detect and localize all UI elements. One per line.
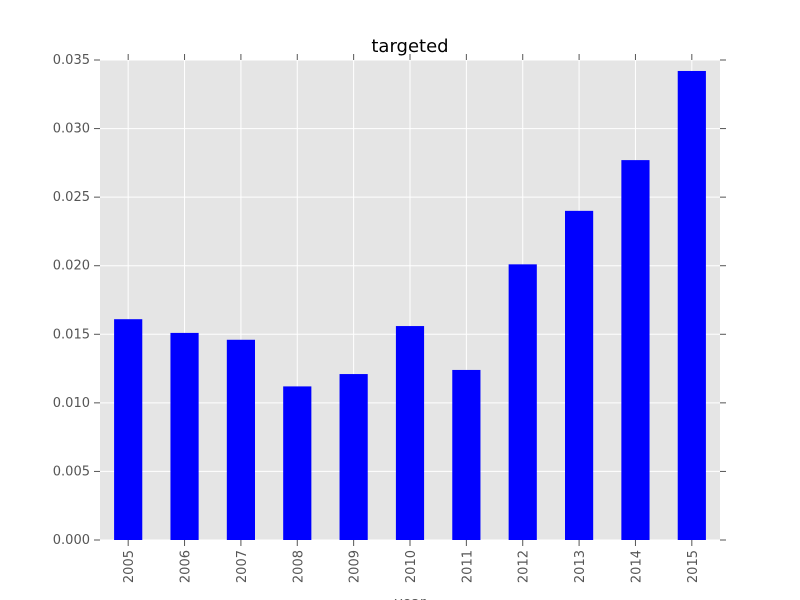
x-tick-label: 2011 [460,550,475,583]
axis-ticks [94,54,726,546]
x-tick-label: 2008 [291,550,306,583]
x-tick-label: 2007 [235,550,250,583]
bar-2011 [452,369,481,540]
y-tick-label: 0.005 [53,464,90,479]
bars [114,70,706,540]
x-tick-label: 2009 [348,550,363,583]
y-tick-label: 0.030 [53,122,90,137]
bar-2005 [114,319,143,540]
x-tick-labels: 2005 2006 2007 2008 2009 2010 2011 2012 2013 2014… [122,550,701,583]
bar-2010 [395,326,425,540]
x-tick-label: 2005 [122,550,137,583]
y-tick-label: 0.010 [53,396,90,411]
bar-2007 [226,339,255,540]
bar-2015 [677,70,706,540]
x-tick-label: 2006 [179,550,194,583]
x-tick-label: 2013 [573,550,588,583]
x-tick-label: 2010 [404,550,419,583]
bar-2013 [565,210,594,540]
y-tick-label: 0.025 [53,190,90,205]
bar-2009 [339,374,368,540]
bar-2012 [508,264,537,540]
bar-2014 [621,160,650,540]
bar-2006 [170,332,199,540]
y-tick-label: 0.020 [53,259,90,274]
bar-2008 [283,386,312,540]
x-tick-label: 2012 [517,550,532,583]
chart-title: targeted [371,36,448,57]
x-tick-label: 2015 [686,550,701,583]
y-tick-label: 0.035 [53,53,90,68]
x-axis-label: year [394,595,425,600]
y-tick-label: 0.015 [53,327,90,342]
y-tick-label: 0.000 [53,533,90,548]
y-tick-labels: 0.000 0.005 0.010 0.015 0.020 0.025 0.030 0.035 [53,53,90,548]
x-tick-label: 2014 [629,550,644,583]
